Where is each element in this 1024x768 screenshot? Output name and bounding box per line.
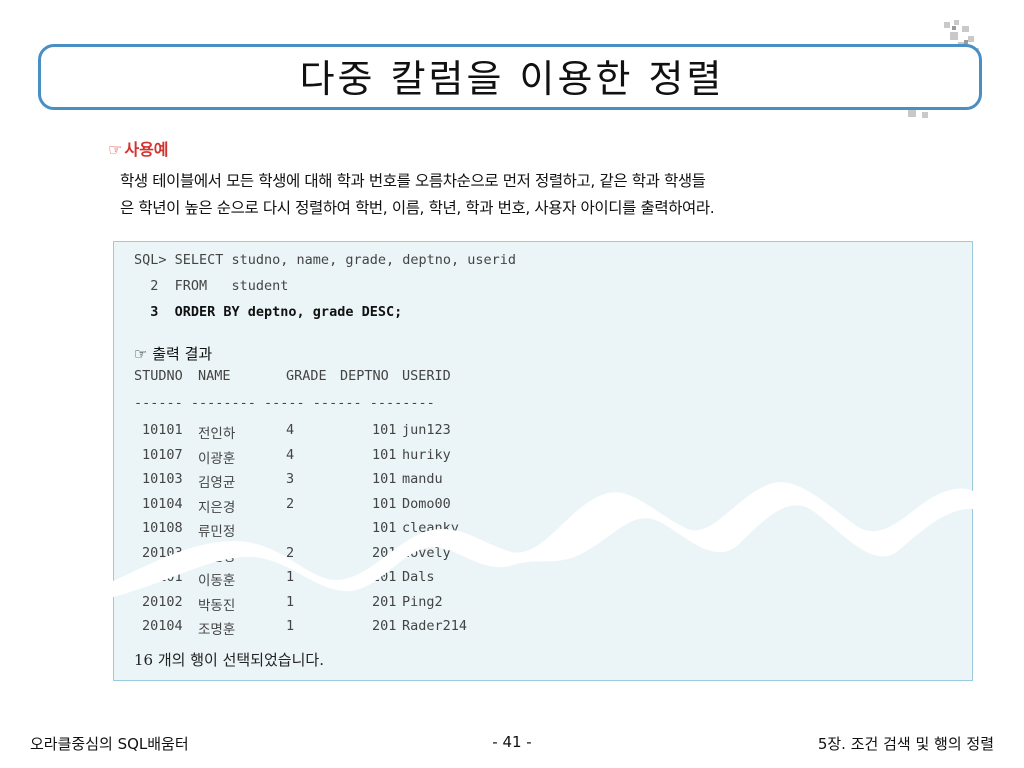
- cell-deptno: 201: [372, 593, 397, 610]
- header-grade: GRADE: [286, 368, 327, 384]
- cell-userid: huriky: [402, 446, 451, 463]
- cell-deptno: 201: [372, 618, 397, 634]
- header-userid: USERID: [402, 368, 451, 384]
- cell-name: 박동진: [198, 597, 236, 614]
- output-label: ☞ 출력 결과: [134, 345, 213, 363]
- cell-userid: cleanky: [402, 520, 459, 536]
- header-studno: STUDNO: [134, 368, 183, 384]
- footer-book-title: 오라클중심의 SQL배움터: [30, 735, 189, 753]
- pointing-hand-icon: ☞: [108, 140, 123, 159]
- cell-grade: 3: [286, 471, 295, 487]
- cell-userid: Ping2: [402, 593, 443, 610]
- table-header-row: STUDNO NAME GRADE DEPTNO USERID: [134, 368, 451, 392]
- description-line-2: 은 학년이 높은 순으로 다시 정렬하여 학번, 이름, 학년, 학과 번호, …: [120, 199, 715, 217]
- cell-studno: 10107: [142, 446, 183, 463]
- cell-userid: mandu: [402, 471, 443, 487]
- description: 학생 테이블에서 모든 학생에 대해 학과 번호를 오름차순으로 먼저 정렬하고…: [120, 168, 980, 222]
- cell-userid: jun123: [402, 422, 451, 438]
- cell-deptno: 101: [372, 471, 397, 487]
- cell-deptno: 101: [372, 495, 397, 512]
- cell-name: 김진경: [198, 548, 236, 565]
- cell-grade: 4: [286, 446, 295, 463]
- cell-name: 이동훈: [198, 573, 236, 589]
- page-title: 다중 칼럼을 이용한 정렬: [299, 57, 725, 101]
- cell-studno: 20102: [142, 593, 183, 610]
- cell-userid: Rader214: [402, 618, 468, 634]
- sql-line-3: 3 ORDER BY deptno, grade DESC;: [134, 304, 403, 320]
- description-line-1: 학생 테이블에서 모든 학생에 대해 학과 번호를 오름차순으로 먼저 정렬하고…: [120, 172, 706, 190]
- cell-name: 전인하: [198, 426, 236, 442]
- section-label: 사용예: [124, 140, 169, 159]
- cell-grade: 1: [286, 593, 295, 610]
- cell-name: 조명훈: [198, 622, 236, 638]
- footer-chapter: 5장. 조건 검색 및 행의 정렬: [817, 735, 994, 753]
- cell-name: 김영균: [198, 475, 236, 491]
- cell-grade: 2: [286, 495, 295, 512]
- cell-deptno: 201: [372, 569, 397, 585]
- title-frame: [38, 44, 982, 110]
- cell-studno: 10108: [142, 520, 183, 536]
- cell-studno: 10104: [142, 495, 183, 512]
- cell-deptno: 201: [372, 544, 397, 561]
- sql-line-2: 2 FROM student: [134, 278, 289, 294]
- section-heading: ☞ 사용예: [108, 136, 169, 160]
- cell-studno: 20104: [142, 618, 183, 634]
- cell-deptno: 101: [372, 446, 397, 463]
- cell-userid: lovely: [402, 544, 451, 561]
- cell-grade: 4: [286, 422, 295, 438]
- cell-deptno: 101: [372, 422, 397, 438]
- cell-deptno: 101: [372, 520, 397, 536]
- header-deptno: DEPTNO: [340, 368, 389, 384]
- cell-studno: 20101: [142, 569, 183, 585]
- cell-grade: 1: [286, 569, 295, 585]
- cell-name: 이광훈: [198, 450, 236, 467]
- cell-userid: Dals: [402, 569, 435, 585]
- cell-name: 지은경: [198, 499, 236, 516]
- cell-studno: 20103: [142, 544, 183, 561]
- footer-page-number: - 41 -: [492, 733, 532, 751]
- cell-grade: 2: [286, 544, 295, 561]
- table-separator: ------ -------- ----- ------ --------: [134, 395, 435, 411]
- cell-grade: 1: [286, 618, 295, 634]
- result-note: 16 개의 행이 선택되었습니다.: [134, 651, 324, 669]
- header-name: NAME: [198, 368, 231, 384]
- sql-example-panel: SQL> SELECT studno, name, grade, deptno,…: [113, 241, 973, 681]
- cell-name: 류민정: [198, 524, 236, 540]
- cell-studno: 10103: [142, 471, 183, 487]
- cell-studno: 10101: [142, 422, 183, 438]
- cell-userid: Domo00: [402, 495, 451, 512]
- sql-line-1: SQL> SELECT studno, name, grade, deptno,…: [134, 252, 517, 268]
